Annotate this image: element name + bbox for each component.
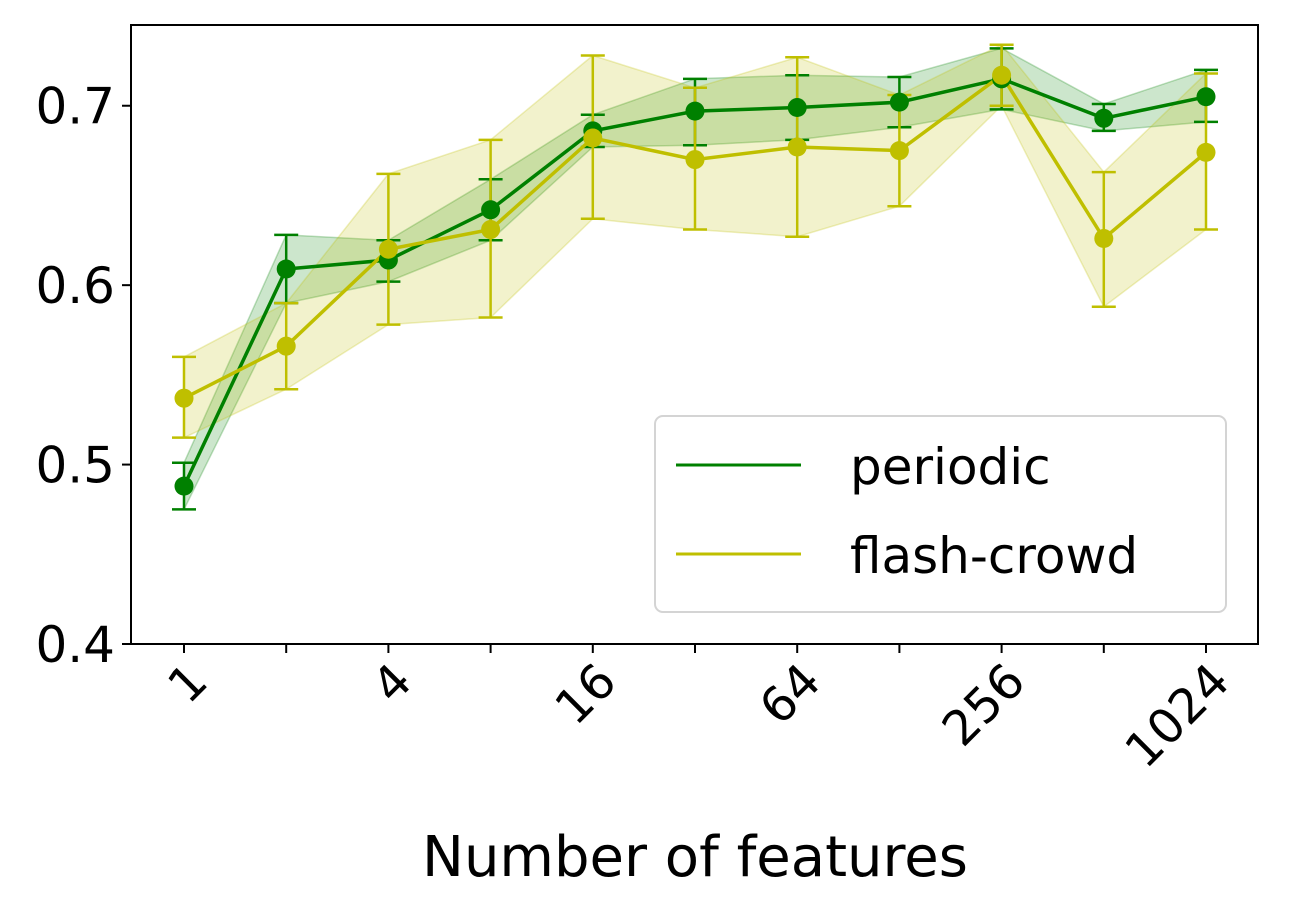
point-flash-crowd (481, 220, 501, 240)
y-tick-label: 0.7 (35, 78, 115, 136)
point-flash-crowd (276, 336, 296, 356)
series-markers (174, 65, 1216, 496)
point-flash-crowd (787, 137, 807, 157)
y-tick-label: 0.4 (35, 616, 115, 674)
point-flash-crowd (378, 239, 398, 259)
point-periodic (1196, 87, 1216, 107)
legend-label-periodic: periodic (850, 438, 1051, 496)
legend-label-flash-crowd: flash-crowd (850, 527, 1138, 585)
point-flash-crowd (1196, 142, 1216, 162)
point-periodic (174, 476, 194, 496)
point-periodic (889, 92, 909, 112)
point-flash-crowd (992, 65, 1012, 85)
point-periodic (1094, 108, 1114, 128)
x-axis-title: Number of features (422, 825, 968, 890)
point-flash-crowd (685, 150, 705, 170)
point-periodic (481, 200, 501, 220)
point-periodic (276, 259, 296, 279)
point-flash-crowd (174, 388, 194, 408)
point-flash-crowd (1094, 229, 1114, 249)
point-periodic (685, 101, 705, 121)
point-periodic (787, 98, 807, 118)
y-axis: 0.4 0.5 0.6 0.7 (35, 78, 131, 674)
legend: periodic flash-crowd (654, 415, 1227, 613)
y-tick-label: 0.5 (35, 437, 115, 495)
point-flash-crowd (583, 128, 603, 148)
point-flash-crowd (889, 141, 909, 161)
y-tick-label: 0.6 (35, 257, 115, 315)
